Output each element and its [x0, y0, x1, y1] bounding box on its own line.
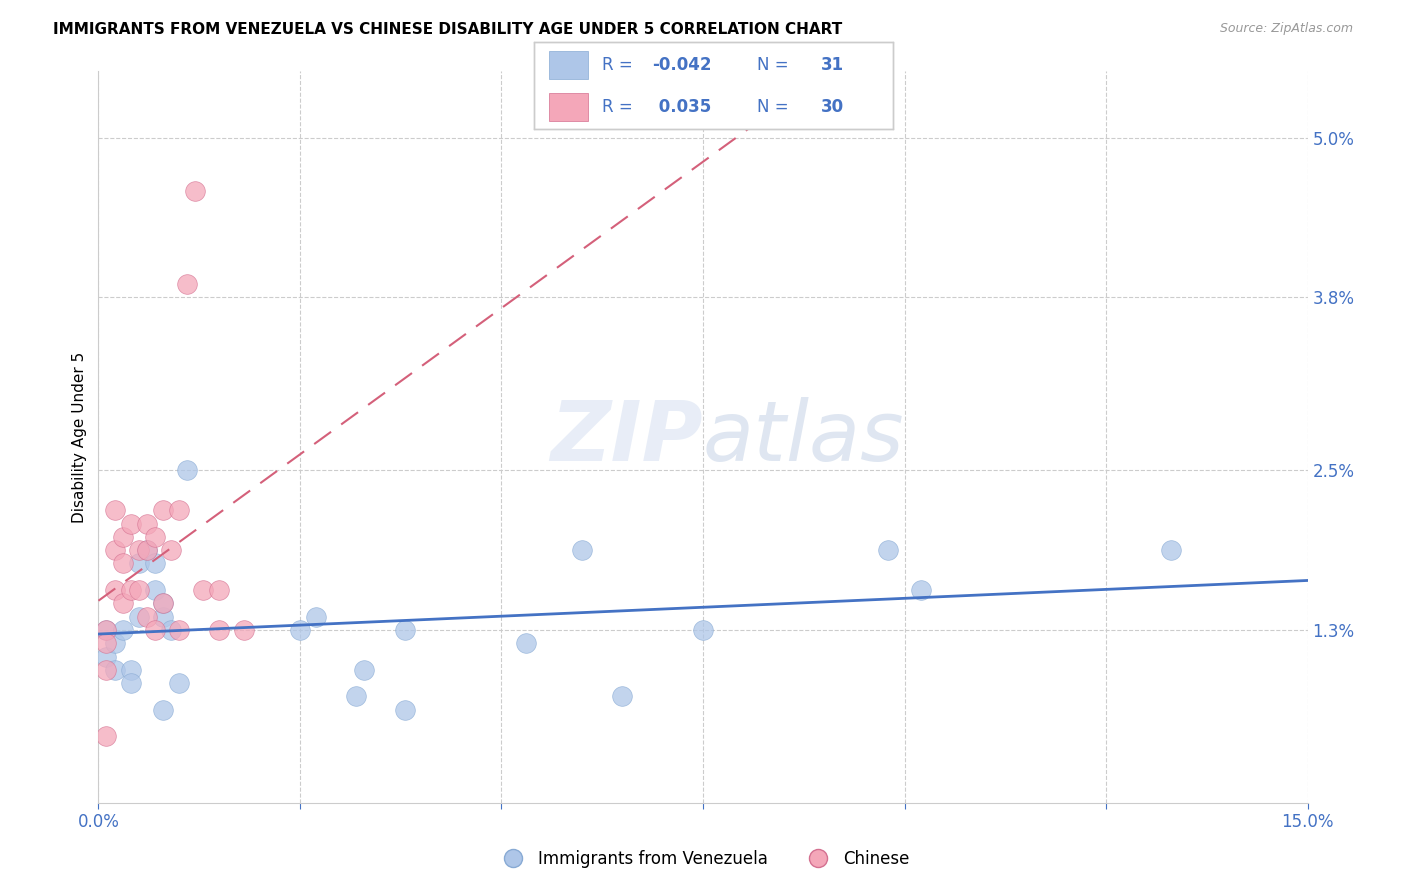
Text: Source: ZipAtlas.com: Source: ZipAtlas.com: [1219, 22, 1353, 36]
Text: atlas: atlas: [703, 397, 904, 477]
Point: [152, 503, 174, 517]
Point: [96, 623, 118, 637]
Legend: Immigrants from Venezuela, Chinese: Immigrants from Venezuela, Chinese: [489, 844, 917, 875]
Point: [152, 703, 174, 717]
Point: [111, 557, 134, 571]
Point: [96, 663, 118, 677]
Point: [208, 582, 231, 597]
Text: R =: R =: [602, 97, 638, 116]
Point: [103, 636, 125, 650]
Point: [344, 690, 367, 704]
Point: [877, 543, 900, 558]
Point: [111, 530, 134, 544]
Text: N =: N =: [756, 55, 793, 74]
Point: [515, 636, 537, 650]
Point: [176, 463, 198, 477]
Point: [128, 582, 150, 597]
Point: [160, 543, 183, 558]
Text: 30: 30: [821, 97, 844, 116]
Point: [353, 663, 375, 677]
Point: [128, 543, 150, 558]
Point: [120, 516, 142, 531]
Point: [96, 649, 118, 664]
Point: [184, 184, 207, 198]
Point: [305, 609, 328, 624]
Point: [143, 557, 166, 571]
Point: [103, 503, 125, 517]
Bar: [548, 51, 588, 78]
Point: [143, 623, 166, 637]
Text: IMMIGRANTS FROM VENEZUELA VS CHINESE DISABILITY AGE UNDER 5 CORRELATION CHART: IMMIGRANTS FROM VENEZUELA VS CHINESE DIS…: [53, 22, 842, 37]
Point: [152, 596, 174, 610]
Point: [910, 582, 932, 597]
Point: [208, 623, 231, 637]
Point: [128, 609, 150, 624]
Point: [135, 543, 157, 558]
Point: [1160, 543, 1182, 558]
Point: [103, 543, 125, 558]
Point: [167, 503, 190, 517]
Point: [103, 663, 125, 677]
Point: [176, 277, 198, 292]
Point: [612, 690, 634, 704]
Text: 31: 31: [821, 55, 844, 74]
Point: [128, 557, 150, 571]
Point: [111, 623, 134, 637]
Point: [96, 623, 118, 637]
Point: [571, 543, 593, 558]
Text: -0.042: -0.042: [652, 55, 711, 74]
Point: [394, 703, 416, 717]
Point: [152, 596, 174, 610]
Point: [167, 623, 190, 637]
Point: [120, 676, 142, 690]
Point: [692, 623, 714, 637]
Text: N =: N =: [756, 97, 793, 116]
Point: [111, 596, 134, 610]
Text: 0.035: 0.035: [652, 97, 711, 116]
Text: ZIP: ZIP: [550, 397, 703, 477]
Point: [232, 623, 254, 637]
Point: [103, 582, 125, 597]
Bar: [548, 93, 588, 120]
Point: [143, 582, 166, 597]
Text: R =: R =: [602, 55, 638, 74]
Point: [167, 676, 190, 690]
Point: [135, 543, 157, 558]
Point: [135, 516, 157, 531]
Point: [143, 530, 166, 544]
Point: [96, 729, 118, 743]
Point: [152, 609, 174, 624]
Point: [135, 609, 157, 624]
Point: [120, 663, 142, 677]
Point: [193, 582, 215, 597]
Point: [120, 582, 142, 597]
Point: [394, 623, 416, 637]
Point: [288, 623, 311, 637]
Point: [160, 623, 183, 637]
Point: [96, 636, 118, 650]
Y-axis label: Disability Age Under 5: Disability Age Under 5: [72, 351, 87, 523]
